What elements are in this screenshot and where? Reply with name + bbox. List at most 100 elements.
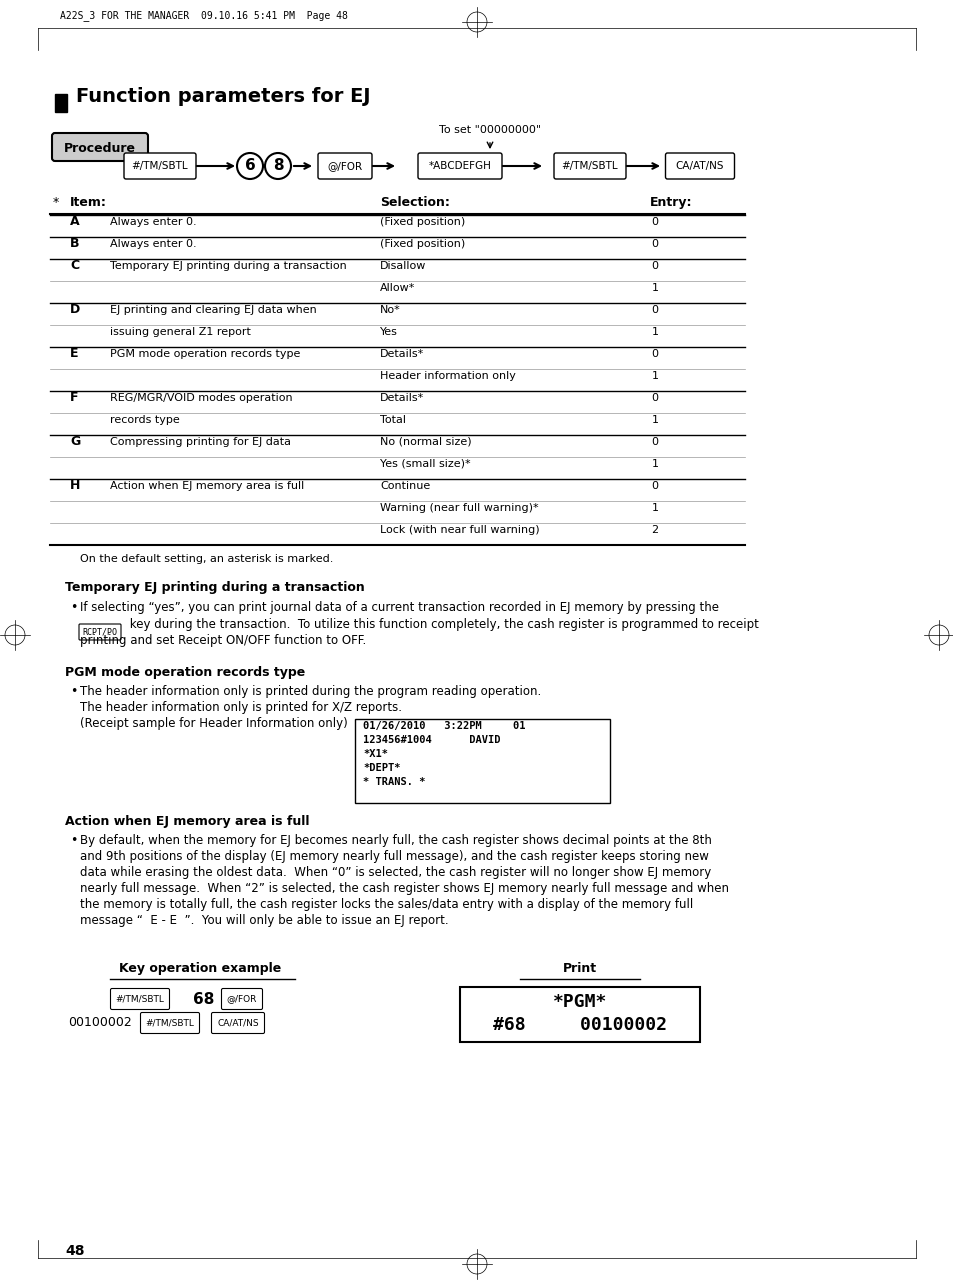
Text: H: H [70, 478, 80, 493]
Text: 0: 0 [651, 437, 658, 448]
Text: C: C [70, 258, 79, 273]
Text: 2: 2 [651, 525, 658, 535]
FancyBboxPatch shape [212, 1012, 264, 1034]
Text: E: E [70, 347, 78, 360]
Text: The header information only is printed for X/Z reports.: The header information only is printed f… [80, 701, 401, 714]
Bar [55, 94, 67, 112]
Text: 0: 0 [651, 349, 658, 359]
Text: the memory is totally full, the cash register locks the sales/data entry with a : the memory is totally full, the cash reg… [80, 898, 693, 910]
FancyBboxPatch shape [417, 153, 501, 179]
Text: 0: 0 [651, 305, 658, 315]
Text: PGM mode operation records type: PGM mode operation records type [65, 666, 305, 679]
Text: Allow*: Allow* [379, 283, 415, 293]
Text: message “  E - E  ”.  You will only be able to issue an EJ report.: message “ E - E ”. You will only be able… [80, 914, 448, 927]
Text: Temporary EJ printing during a transaction: Temporary EJ printing during a transacti… [110, 261, 346, 271]
Text: To set "00000000": To set "00000000" [438, 125, 540, 135]
Text: Item:: Item: [70, 195, 107, 210]
Text: Warning (near full warning)*: Warning (near full warning)* [379, 503, 538, 513]
Text: #/TM/SBTL: #/TM/SBTL [146, 1019, 194, 1028]
Text: (Receipt sample for Header Information only): (Receipt sample for Header Information o… [80, 718, 348, 730]
Text: key during the transaction.  To utilize this function completely, the cash regis: key during the transaction. To utilize t… [126, 619, 758, 631]
Text: #/TM/SBTL: #/TM/SBTL [132, 161, 188, 171]
Text: Key operation example: Key operation example [119, 962, 281, 975]
Text: On the default setting, an asterisk is marked.: On the default setting, an asterisk is m… [80, 554, 333, 565]
Text: Print: Print [562, 962, 597, 975]
Text: Selection:: Selection: [379, 195, 450, 210]
Text: 1: 1 [651, 327, 658, 337]
FancyBboxPatch shape [665, 153, 734, 179]
Text: •: • [70, 685, 77, 698]
Text: 0: 0 [651, 261, 658, 271]
Text: #/TM/SBTL: #/TM/SBTL [561, 161, 618, 171]
Text: RCPT/PO: RCPT/PO [82, 628, 117, 637]
Text: Header information only: Header information only [379, 370, 516, 381]
Text: 1: 1 [651, 503, 658, 513]
Text: 0: 0 [651, 481, 658, 491]
FancyBboxPatch shape [79, 624, 121, 640]
FancyBboxPatch shape [111, 989, 170, 1010]
Text: D: D [70, 303, 80, 316]
Text: CA/AT/NS: CA/AT/NS [217, 1019, 258, 1028]
Text: nearly full message.  When “2” is selected, the cash register shows EJ memory ne: nearly full message. When “2” is selecte… [80, 882, 728, 895]
Text: •: • [70, 835, 77, 847]
Text: 1: 1 [651, 283, 658, 293]
Text: CA/AT/NS: CA/AT/NS [675, 161, 723, 171]
Text: Action when EJ memory area is full: Action when EJ memory area is full [65, 815, 309, 828]
Circle shape [236, 153, 263, 179]
Text: 6: 6 [244, 158, 255, 174]
Text: * TRANS. *: * TRANS. * [363, 777, 425, 787]
Text: *PGM*: *PGM* [552, 993, 606, 1011]
Text: Yes (small size)*: Yes (small size)* [379, 459, 470, 469]
Text: issuing general Z1 report: issuing general Z1 report [110, 327, 251, 337]
Text: 1: 1 [651, 415, 658, 424]
Text: B: B [70, 237, 79, 249]
Text: If selecting “yes”, you can print journal data of a current transaction recorded: If selecting “yes”, you can print journa… [80, 601, 719, 613]
Bar [459, 986, 700, 1042]
Text: •: • [70, 601, 77, 613]
Text: records type: records type [110, 415, 179, 424]
Text: A: A [70, 215, 79, 228]
Text: Procedure: Procedure [64, 141, 136, 154]
Text: #68     00100002: #68 00100002 [493, 1016, 666, 1034]
Text: Details*: Details* [379, 349, 424, 359]
Text: *ABCDEFGH: *ABCDEFGH [428, 161, 491, 171]
Text: By default, when the memory for EJ becomes nearly full, the cash register shows : By default, when the memory for EJ becom… [80, 835, 711, 847]
Text: 1: 1 [651, 459, 658, 469]
Text: 8: 8 [273, 158, 283, 174]
Text: Yes: Yes [379, 327, 397, 337]
Text: 1: 1 [651, 370, 658, 381]
Bar [355, 719, 609, 802]
Text: G: G [70, 435, 80, 448]
Text: 00100002: 00100002 [68, 1016, 132, 1030]
Text: @/FOR: @/FOR [327, 161, 362, 171]
Text: 68: 68 [193, 992, 214, 1007]
Text: A22S_3 FOR THE MANAGER  09.10.16 5:41 PM  Page 48: A22S_3 FOR THE MANAGER 09.10.16 5:41 PM … [60, 10, 348, 21]
FancyBboxPatch shape [140, 1012, 199, 1034]
FancyBboxPatch shape [554, 153, 625, 179]
Text: *X1*: *X1* [363, 748, 388, 759]
Text: @/FOR: @/FOR [227, 994, 257, 1003]
Text: REG/MGR/VOID modes operation: REG/MGR/VOID modes operation [110, 394, 293, 403]
Text: EJ printing and clearing EJ data when: EJ printing and clearing EJ data when [110, 305, 316, 315]
Text: 0: 0 [651, 394, 658, 403]
Text: Temporary EJ printing during a transaction: Temporary EJ printing during a transacti… [65, 581, 364, 594]
Text: Entry:: Entry: [649, 195, 692, 210]
Text: Always enter 0.: Always enter 0. [110, 217, 196, 228]
Text: Always enter 0.: Always enter 0. [110, 239, 196, 249]
Text: Lock (with near full warning): Lock (with near full warning) [379, 525, 539, 535]
FancyBboxPatch shape [221, 989, 262, 1010]
Text: 01/26/2010   3:22PM     01: 01/26/2010 3:22PM 01 [363, 721, 525, 730]
Text: Details*: Details* [379, 394, 424, 403]
Text: #/TM/SBTL: #/TM/SBTL [115, 994, 164, 1003]
Text: data while erasing the oldest data.  When “0” is selected, the cash register wil: data while erasing the oldest data. When… [80, 865, 711, 880]
Text: Total: Total [379, 415, 406, 424]
Text: Compressing printing for EJ data: Compressing printing for EJ data [110, 437, 291, 448]
Text: *DEPT*: *DEPT* [363, 763, 400, 773]
Text: Disallow: Disallow [379, 261, 426, 271]
Text: 123456#1004      DAVID: 123456#1004 DAVID [363, 736, 500, 745]
FancyBboxPatch shape [52, 132, 148, 161]
Text: Action when EJ memory area is full: Action when EJ memory area is full [110, 481, 304, 491]
Text: 48: 48 [65, 1244, 85, 1258]
Text: Function parameters for EJ: Function parameters for EJ [76, 87, 370, 105]
Circle shape [265, 153, 291, 179]
